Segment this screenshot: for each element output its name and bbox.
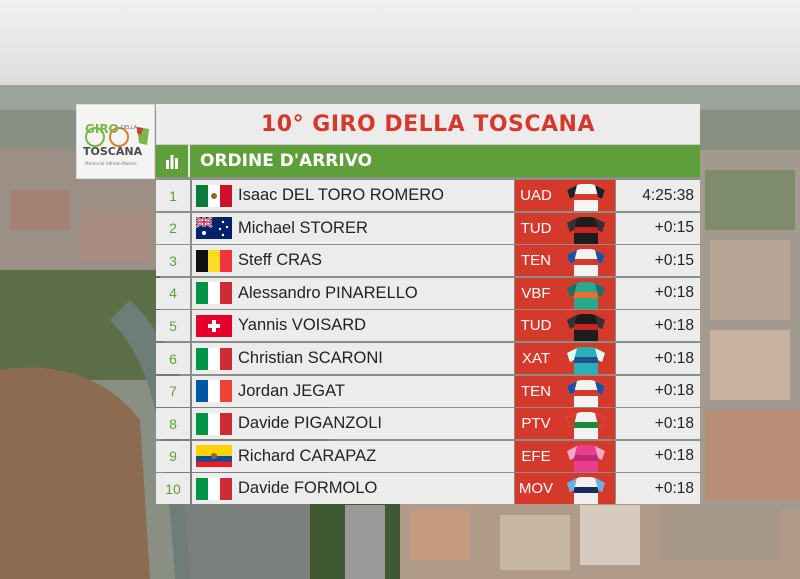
- rider-name: Richard CARAPAZ: [238, 446, 377, 465]
- finish-time: 4:25:38: [616, 180, 700, 211]
- finish-time: +0:15: [616, 245, 700, 277]
- finish-time: +0:18: [616, 375, 700, 407]
- position: 4: [156, 277, 190, 309]
- finish-time: +0:18: [616, 440, 700, 472]
- finish-time: +0:18: [616, 473, 700, 505]
- team-code: MOV: [515, 473, 557, 505]
- finish-time: +0:15: [616, 212, 700, 244]
- position: 7: [156, 375, 190, 407]
- finish-time: +0:18: [616, 310, 700, 342]
- team-code: TUD: [515, 212, 557, 244]
- position: 2: [156, 212, 190, 244]
- position: 6: [156, 343, 190, 374]
- finish-time: +0:18: [616, 343, 700, 374]
- jersey-icon: [557, 408, 615, 440]
- jersey-icon: [557, 245, 615, 277]
- rider-name: Steff CRAS: [238, 251, 323, 270]
- flag-icon: [196, 217, 232, 240]
- flag-icon: [196, 412, 232, 435]
- logo-line1: GIRO: [85, 122, 119, 136]
- subtitle: ORDINE D'ARRIVO: [190, 145, 700, 177]
- logo-line3: TOSCANA: [83, 145, 143, 158]
- jersey-icon: [557, 343, 615, 374]
- bar-chart-icon: [156, 145, 190, 177]
- position: 5: [156, 310, 190, 342]
- title-bar: 10° GIRO DELLA TOSCANA: [156, 104, 700, 145]
- flag-icon: [196, 380, 232, 403]
- result-row: 6 Christian SCARONI XAT +0:18: [156, 343, 700, 374]
- jersey-icon: [557, 375, 615, 407]
- result-row: 10 Davide FORMOLO MOV +0:18: [156, 473, 700, 505]
- position: 3: [156, 245, 190, 277]
- jersey-icon: [557, 277, 615, 309]
- rider-name: Michael STORER: [238, 218, 368, 237]
- team-code: XAT: [515, 343, 557, 374]
- rider-cell: Jordan JEGAT: [192, 375, 514, 407]
- position: 10: [156, 473, 190, 505]
- position: 9: [156, 440, 190, 472]
- rider-cell: Richard CARAPAZ: [192, 440, 514, 472]
- flag-icon: [196, 282, 232, 305]
- finish-time: +0:18: [616, 408, 700, 440]
- team-code: UAD: [515, 180, 557, 211]
- result-row: 8 Davide PIGANZOLI PTV +0:18: [156, 408, 700, 440]
- flag-icon: [196, 477, 232, 500]
- result-row: 3 Steff CRAS TEN +0:15: [156, 245, 700, 277]
- jersey-icon: [557, 440, 615, 472]
- team-code: EFE: [515, 440, 557, 472]
- rider-name: Isaac DEL TORO ROMERO: [238, 186, 444, 204]
- logo-line2: DELLA: [121, 125, 138, 131]
- flag-icon: [196, 184, 232, 207]
- rider-cell: Steff CRAS: [192, 245, 514, 277]
- rider-cell: Michael STORER: [192, 212, 514, 244]
- rider-name: Davide FORMOLO: [238, 479, 378, 498]
- page-title: 10° GIRO DELLA TOSCANA: [261, 111, 595, 137]
- flag-icon: [196, 347, 232, 370]
- team-code: TEN: [515, 375, 557, 407]
- rider-name: Davide PIGANZOLI: [238, 414, 382, 433]
- rider-cell: Davide FORMOLO: [192, 473, 514, 505]
- result-row: 5 Yannis VOISARD TUD +0:18: [156, 310, 700, 342]
- flag-icon: [196, 249, 232, 272]
- finish-time: +0:18: [616, 277, 700, 309]
- result-row: 2 Michael STORER TUD +0:15: [156, 212, 700, 244]
- rider-cell: Davide PIGANZOLI: [192, 408, 514, 440]
- rider-name: Christian SCARONI: [238, 349, 383, 367]
- race-logo: GIRO DELLA TOSCANA Memorial Alfredo Mart…: [76, 104, 155, 179]
- race-logo-graphic: GIRO DELLA TOSCANA Memorial Alfredo Mart…: [83, 122, 149, 166]
- rider-name: Yannis VOISARD: [238, 316, 367, 335]
- rider-cell: Yannis VOISARD: [192, 310, 514, 342]
- team-code: TUD: [515, 310, 557, 342]
- team-code: PTV: [515, 408, 557, 440]
- flag-icon: [196, 314, 232, 337]
- rider-name: Alessandro PINARELLO: [238, 283, 418, 302]
- result-row: 7 Jordan JEGAT TEN +0:18: [156, 375, 700, 407]
- rider-name: Jordan JEGAT: [238, 381, 345, 400]
- result-row: 1 Isaac DEL TORO ROMERO UAD 4:25:38: [156, 180, 700, 211]
- logo-line4: Memorial Alfredo Martini: [85, 161, 137, 166]
- jersey-icon: [557, 180, 615, 211]
- jersey-icon: [557, 473, 615, 505]
- team-code: VBF: [515, 277, 557, 309]
- result-row: 4 Alessandro PINARELLO VBF +0:18: [156, 277, 700, 309]
- subtitle-bar: ORDINE D'ARRIVO: [156, 145, 700, 177]
- rider-cell: Isaac DEL TORO ROMERO: [192, 180, 514, 211]
- rider-cell: Alessandro PINARELLO: [192, 277, 514, 309]
- flag-icon: [196, 445, 232, 468]
- rider-cell: Christian SCARONI: [192, 343, 514, 374]
- jersey-icon: [557, 310, 615, 342]
- position: 1: [156, 180, 190, 211]
- position: 8: [156, 408, 190, 440]
- result-row: 9 Richard CARAPAZ EFE +0:18: [156, 440, 700, 472]
- team-code: TEN: [515, 245, 557, 277]
- jersey-icon: [557, 212, 615, 244]
